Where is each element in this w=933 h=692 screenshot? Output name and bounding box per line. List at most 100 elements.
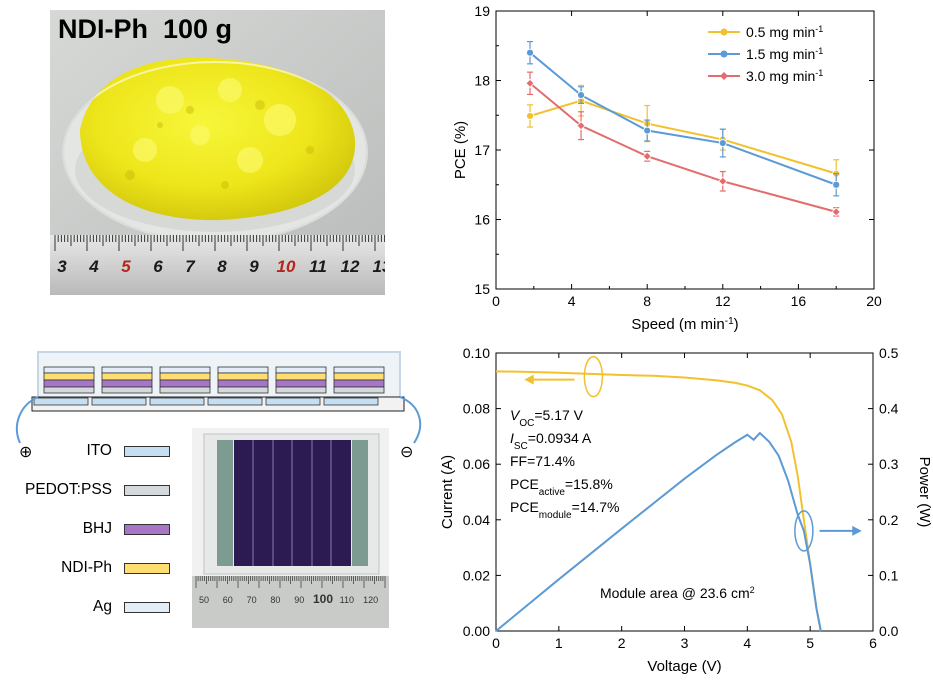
y-tick-label: 0.04 bbox=[463, 512, 490, 528]
pedot-layer bbox=[102, 387, 152, 393]
iv-power-plot: 0 1 2 3 4 5 6 0.00 0.02 0.04 0.06 0.08 0.10 0.0 0.1 0.2… bbox=[430, 340, 933, 687]
y2-tick-label: 0.3 bbox=[879, 456, 899, 472]
legend-row: ITO bbox=[0, 440, 190, 466]
ruler-number: 13 bbox=[373, 257, 385, 276]
module-ruler-number: 100 bbox=[313, 592, 333, 606]
bhj-layer bbox=[276, 380, 326, 387]
data-point bbox=[527, 49, 534, 56]
ito-stripe bbox=[150, 398, 204, 405]
pce-active-annotation: PCEactive=15.8% bbox=[510, 476, 613, 498]
data-point bbox=[719, 177, 727, 185]
ruler-number: 10 bbox=[277, 257, 296, 276]
legend-row: NDI-Ph bbox=[0, 557, 190, 583]
x-tick-label: 0 bbox=[492, 293, 500, 309]
bhj-layer bbox=[218, 380, 268, 387]
ag-layer bbox=[276, 367, 326, 373]
module-ruler-number: 60 bbox=[223, 595, 233, 605]
x-tick-label: 1 bbox=[555, 635, 563, 651]
data-point bbox=[643, 152, 651, 160]
ff-annotation: FF=71.4% bbox=[510, 453, 575, 469]
legend-label: 3.0 mg min-1 bbox=[746, 68, 823, 84]
ruler-number: 3 bbox=[57, 257, 67, 276]
pce-speed-plot: 0 4 8 12 16 20 15 16 17 18 19 Speed (m min-1) PCE (%… bbox=[440, 0, 930, 340]
x-tick-label: 3 bbox=[681, 635, 689, 651]
legend-marker bbox=[721, 51, 728, 58]
legend-row: BHJ bbox=[0, 518, 190, 544]
y-tick-label: 0.02 bbox=[463, 567, 490, 583]
ag-layer bbox=[160, 367, 210, 373]
current-arrow-head bbox=[524, 375, 533, 385]
legend-swatch bbox=[124, 563, 170, 574]
data-point bbox=[644, 127, 651, 134]
x-axis-label: Speed (m min-1) bbox=[631, 316, 738, 334]
power-arrow-head bbox=[852, 526, 861, 536]
current-curve-marker bbox=[584, 357, 602, 397]
pedot-layer bbox=[334, 387, 384, 393]
x-tick-label: 4 bbox=[743, 635, 751, 651]
ruler-number: 8 bbox=[217, 257, 227, 276]
y-tick-label: 0.10 bbox=[463, 345, 490, 361]
legend-swatch bbox=[124, 602, 170, 613]
x-tick-label: 4 bbox=[568, 293, 576, 309]
pce-speed-chart: 0 4 8 12 16 20 15 16 17 18 19 Speed (m min-1) PCE (%… bbox=[440, 0, 930, 340]
y-axis-label: Current (A) bbox=[439, 455, 456, 529]
module-ruler-number: 70 bbox=[247, 595, 257, 605]
data-point bbox=[833, 181, 840, 188]
module-ruler-number: 80 bbox=[270, 595, 280, 605]
ito-stripe bbox=[92, 398, 146, 405]
bhj-layer bbox=[160, 380, 210, 387]
module-ruler-number: 120 bbox=[363, 595, 378, 605]
ndi-ph-layer bbox=[218, 373, 268, 380]
legend-label: NDI-Ph bbox=[61, 559, 112, 577]
bhj-layer bbox=[44, 380, 94, 387]
module-area-annotation: Module area @ 23.6 cm2 bbox=[600, 585, 755, 601]
ag-layer bbox=[102, 367, 152, 373]
voc-annotation: VOC=5.17 V bbox=[510, 407, 584, 429]
data-point bbox=[719, 140, 726, 147]
bhj-layer bbox=[334, 380, 384, 387]
ruler-number: 12 bbox=[341, 257, 360, 276]
data-point bbox=[832, 208, 840, 216]
y-tick-label: 0.00 bbox=[463, 623, 490, 639]
ndi-ph-layer bbox=[44, 373, 94, 380]
powder-photo-image: 3 4 5 6 7 8 9 10 11 12 13 bbox=[50, 10, 385, 295]
powder-photo: 3 4 5 6 7 8 9 10 11 12 13 NDI-Ph 100 g bbox=[50, 10, 385, 295]
x-tick-label: 12 bbox=[715, 293, 731, 309]
ndi-ph-layer bbox=[102, 373, 152, 380]
x-tick-label: 2 bbox=[618, 635, 626, 651]
ito-stripe bbox=[324, 398, 378, 405]
y-tick-label: 0.06 bbox=[463, 456, 490, 472]
legend-row: PEDOT:PSS bbox=[0, 479, 190, 505]
ruler-number: 4 bbox=[88, 257, 99, 276]
legend-label: BHJ bbox=[83, 520, 112, 538]
bhj-layer bbox=[102, 380, 152, 387]
y2-axis-label: Power (W) bbox=[916, 457, 933, 528]
x-tick-label: 5 bbox=[806, 635, 814, 651]
y-tick-label: 16 bbox=[474, 212, 490, 228]
y2-tick-label: 0.2 bbox=[879, 512, 899, 528]
pedot-layer bbox=[218, 387, 268, 393]
legend-label: 1.5 mg min-1 bbox=[746, 46, 823, 62]
pce-module-annotation: PCEmodule=14.7% bbox=[510, 499, 619, 521]
x-tick-label: 20 bbox=[866, 293, 882, 309]
ag-layer bbox=[334, 367, 384, 373]
y2-tick-label: 0.1 bbox=[879, 567, 899, 583]
legend-marker bbox=[721, 29, 728, 36]
ndi-ph-layer bbox=[334, 373, 384, 380]
ruler-number: 7 bbox=[185, 257, 196, 276]
minus-terminal-icon: ⊖ bbox=[400, 442, 413, 462]
legend-label: Ag bbox=[93, 598, 112, 616]
y2-tick-label: 0.5 bbox=[879, 345, 899, 361]
legend-swatch bbox=[124, 524, 170, 535]
data-point bbox=[527, 112, 534, 119]
legend-marker bbox=[720, 72, 728, 80]
x-tick-label: 6 bbox=[869, 635, 877, 651]
legend-label: PEDOT:PSS bbox=[25, 481, 112, 499]
ruler-number: 11 bbox=[309, 257, 327, 276]
legend-swatch bbox=[124, 485, 170, 496]
module-photo: 50 60 70 80 90 100 110 120 bbox=[192, 428, 389, 628]
ruler-number: 5 bbox=[121, 257, 131, 276]
ruler-number: 9 bbox=[249, 257, 259, 276]
ito-stripe bbox=[266, 398, 320, 405]
device-schematic: ⊕ ⊖ ITO PEDOT:PSS BHJ NDI-Ph Ag 50 60 70 80 90 10… bbox=[0, 345, 430, 685]
